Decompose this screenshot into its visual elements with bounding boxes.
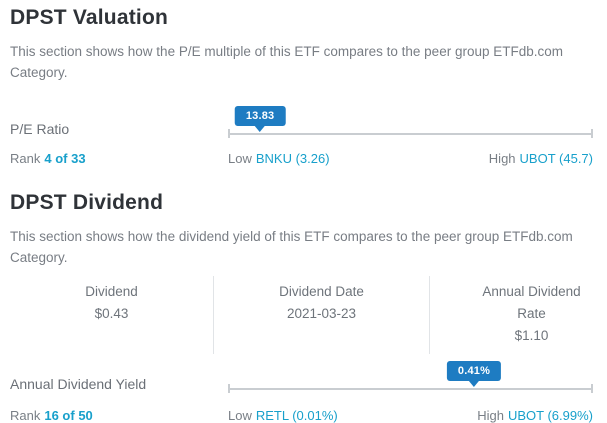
- low-ticker-link[interactable]: RETL (0.01%): [255, 408, 338, 423]
- slider-min-tick: [228, 384, 230, 393]
- dividend-section-title: DPST Dividend: [10, 191, 164, 214]
- slider-min-tick: [228, 129, 230, 138]
- valuation-description: This section shows how the P/E multiple …: [10, 44, 563, 80]
- rank-label: Rank: [10, 408, 41, 423]
- column-value: 2021-03-23: [286, 306, 357, 321]
- pe-ratio-value-badge: 13.83: [234, 106, 286, 126]
- rank-value: 4 of 33: [44, 151, 86, 166]
- slider-max-tick: [591, 129, 593, 138]
- valuation-section: DPST Valuation This section shows how th…: [10, 5, 593, 166]
- low-label: Low: [228, 408, 252, 423]
- slider-max-tick: [591, 384, 593, 393]
- dividend-yield-rank: Rank 16 of 50: [10, 408, 228, 423]
- dividend-section: DPST Dividend This section shows how the…: [10, 190, 593, 423]
- dividend-description: This section shows how the dividend yiel…: [10, 229, 573, 265]
- high-label: High: [477, 408, 504, 423]
- slider-track: [228, 133, 593, 135]
- low-label: Low: [228, 151, 252, 166]
- column-header: Annual Dividend Rate: [482, 284, 581, 321]
- dividend-yield-range: Low RETL (0.01%) High UBOT (6.99%): [228, 408, 593, 423]
- pe-ratio-slider: 13.83: [228, 99, 593, 139]
- pe-ratio-row: P/E Ratio 13.83: [10, 99, 593, 139]
- high-ticker-link[interactable]: UBOT (45.7): [519, 151, 593, 166]
- dividend-table-col-date: Dividend Date 2021-03-23: [213, 276, 430, 354]
- dividend-yield-label: Annual Dividend Yield: [10, 376, 147, 392]
- column-value: $1.10: [514, 328, 549, 343]
- high-ticker-link[interactable]: UBOT (6.99%): [507, 408, 593, 423]
- high-endpoint: High UBOT (45.7): [489, 151, 593, 166]
- dividend-table-col-dividend: Dividend $0.43: [10, 276, 213, 354]
- dividend-table: Dividend $0.43 Dividend Date 2021-03-23 …: [10, 276, 593, 354]
- valuation-section-title: DPST Valuation: [10, 6, 168, 29]
- dividend-yield-slider: 0.41%: [228, 354, 593, 394]
- high-label: High: [488, 151, 516, 166]
- high-endpoint: High UBOT (6.99%): [477, 408, 593, 423]
- pe-ratio-rank: Rank 4 of 33: [10, 151, 228, 166]
- rank-label: Rank: [10, 151, 41, 166]
- column-value: $0.43: [94, 306, 129, 321]
- column-header: Dividend Date: [279, 284, 364, 299]
- dividend-yield-meta-row: Rank 16 of 50 Low RETL (0.01%) High UBOT (6…: [10, 408, 593, 423]
- pe-ratio-range: Low BNKU (3.26) High UBOT (45.7): [228, 151, 593, 166]
- pe-ratio-meta-row: Rank 4 of 33 Low BNKU (3.26) High UBOT (45.…: [10, 151, 593, 166]
- low-endpoint: Low BNKU (3.26): [228, 151, 330, 166]
- low-ticker-link[interactable]: BNKU (3.26): [255, 151, 330, 166]
- dividend-table-col-annual-rate: Annual Dividend Rate $1.10: [430, 276, 593, 354]
- column-header: Dividend: [85, 284, 138, 299]
- slider-track: [228, 388, 593, 390]
- dividend-yield-value-badge: 0.41%: [446, 361, 502, 381]
- low-endpoint: Low RETL (0.01%): [228, 408, 338, 423]
- pe-ratio-label: P/E Ratio: [10, 121, 70, 137]
- dividend-yield-row: Annual Dividend Yield 0.41%: [10, 354, 593, 394]
- rank-value: 16 of 50: [44, 408, 93, 423]
